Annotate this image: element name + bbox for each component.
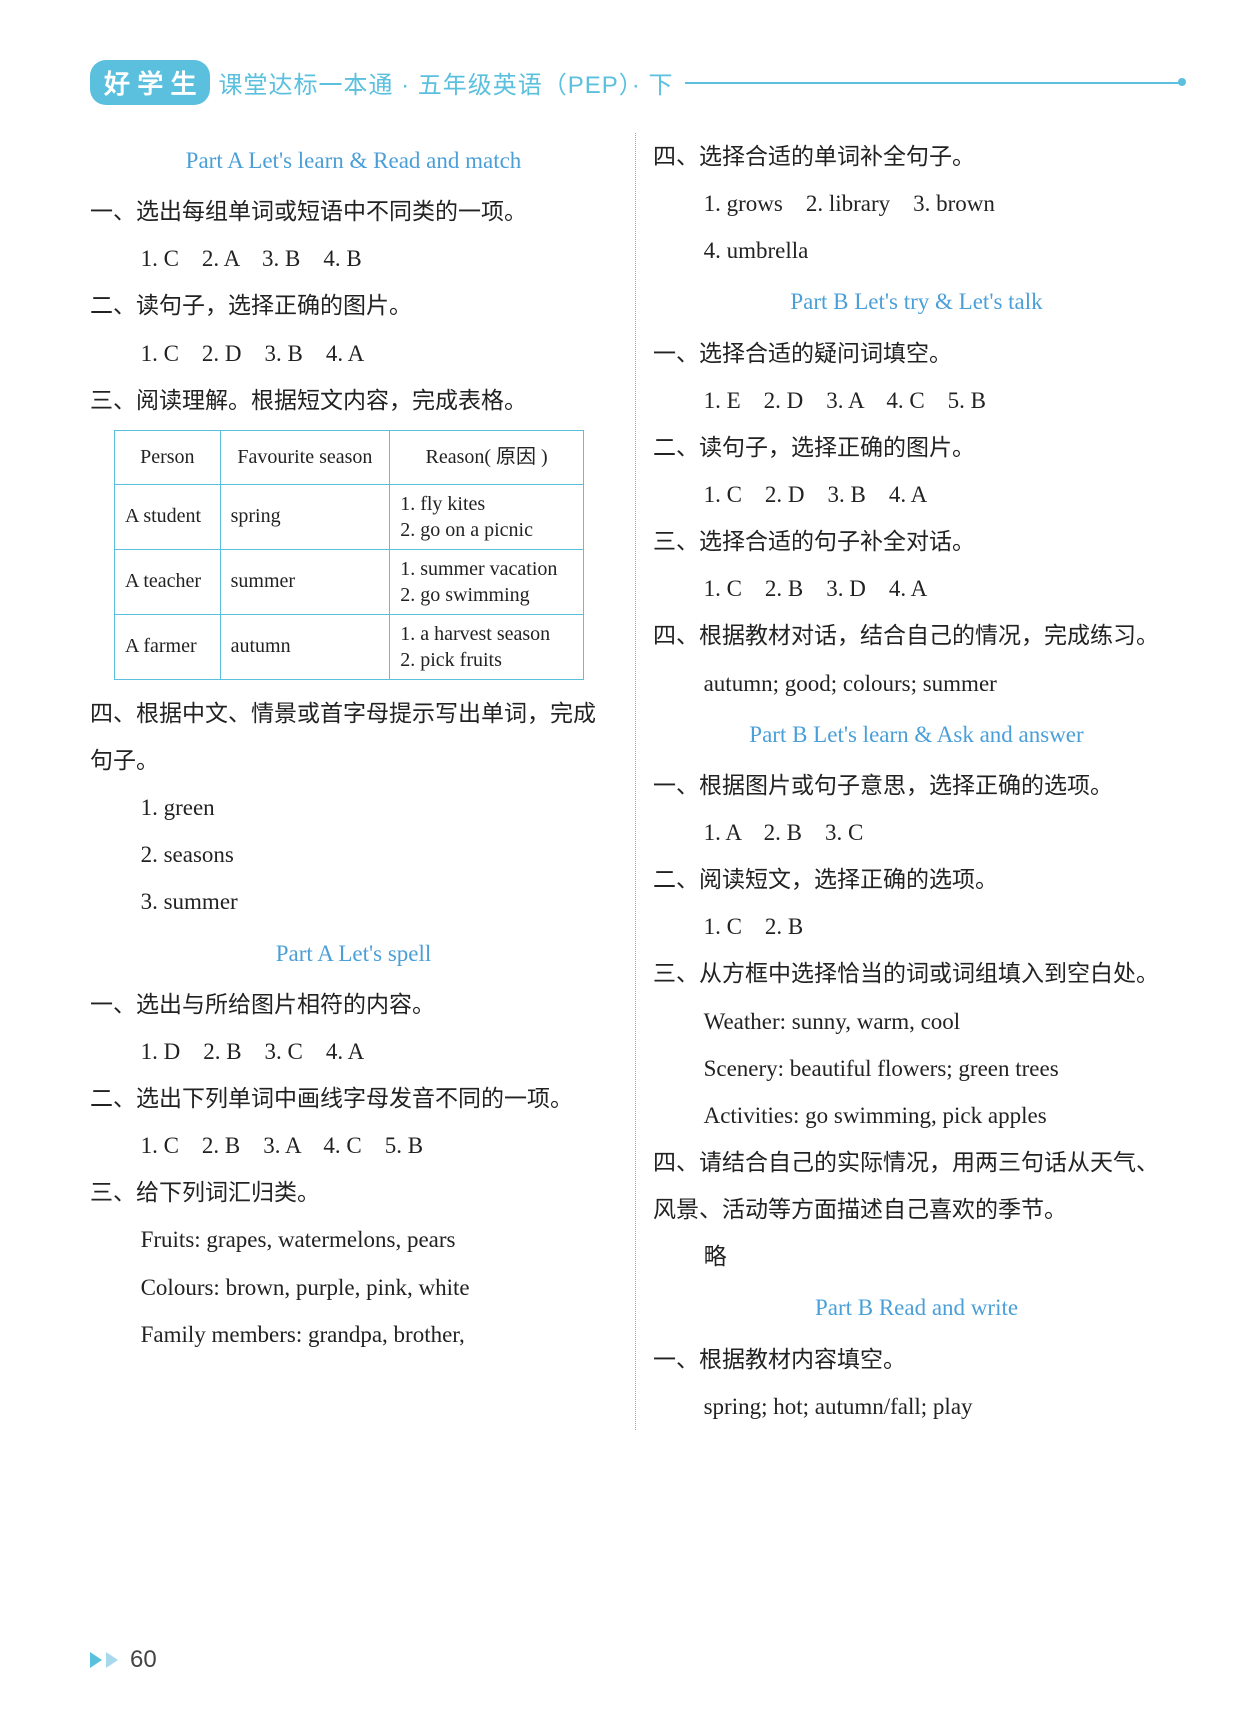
answer-text: Colours: brown, purple, pink, white [90,1264,617,1311]
question-text: 二、选出下列单词中画线字母发音不同的一项。 [90,1075,617,1122]
table-cell: 1. fly kites 2. go on a picnic [390,484,584,549]
answer-text: spring; hot; autumn/fall; play [653,1383,1180,1430]
question-text: 四、请结合自己的实际情况，用两三句话从天气、风景、活动等方面描述自己喜欢的季节。 [653,1139,1180,1233]
table-row: A farmer autumn 1. a harvest season 2. p… [115,614,584,679]
answer-text: Family members: grandpa, brother, [90,1311,617,1358]
question-text: 一、选择合适的疑问词填空。 [653,330,1180,377]
question-text: 三、阅读理解。根据短文内容，完成表格。 [90,377,617,424]
main-content: Part A Let's learn & Read and match 一、选出… [90,133,1180,1430]
right-column: 四、选择合适的单词补全句子。 1. grows 2. library 3. br… [635,133,1180,1430]
header-rule [685,82,1180,84]
question-text: 四、根据教材对话，结合自己的情况，完成练习。 [653,612,1180,659]
answer-text: 1. D 2. B 3. C 4. A [90,1028,617,1075]
brand-badge: 好 学 生 [90,60,210,105]
question-text: 四、选择合适的单词补全句子。 [653,133,1180,180]
question-text: 二、读句子，选择正确的图片。 [653,424,1180,471]
answer-text: 1. green [90,784,617,831]
question-text: 一、选出每组单词或短语中不同类的一项。 [90,188,617,235]
answer-text: 1. C 2. B 3. D 4. A [653,565,1180,612]
question-text: 三、选择合适的句子补全对话。 [653,518,1180,565]
answer-text: Scenery: beautiful flowers; green trees [653,1045,1180,1092]
table-header: Person [115,430,221,484]
question-text: 一、根据图片或句子意思，选择正确的选项。 [653,762,1180,809]
section-title: Part A Let's learn & Read and match [90,137,617,184]
section-title: Part B Read and write [653,1284,1180,1331]
answer-text: 3. summer [90,878,617,925]
table-header-text: Favourite season [237,444,372,470]
table-header: Favourite season [220,430,390,484]
question-text: 四、根据中文、情景或首字母提示写出单词，完成句子。 [90,690,617,784]
answer-text: 4. umbrella [653,227,1180,274]
table-cell: spring [220,484,390,549]
table-cell: autumn [220,614,390,679]
answer-text: 1. C 2. B [653,903,1180,950]
answer-text: Weather: sunny, warm, cool [653,998,1180,1045]
left-column: Part A Let's learn & Read and match 一、选出… [90,133,635,1430]
question-text: 三、从方框中选择恰当的词或词组填入到空白处。 [653,950,1180,997]
answer-text: 1. C 2. B 3. A 4. C 5. B [90,1122,617,1169]
answer-text: 1. grows 2. library 3. brown [653,180,1180,227]
page-header: 好 学 生 课堂达标一本通 · 五年级英语（PEP）· 下 [90,60,1180,105]
question-text: 一、根据教材内容填空。 [653,1336,1180,1383]
table-header: Reason( 原因 ) [390,430,584,484]
question-text: 三、给下列词汇归类。 [90,1169,617,1216]
question-text: 一、选出与所给图片相符的内容。 [90,981,617,1028]
answer-text: Activities: go swimming, pick apples [653,1092,1180,1139]
table-row: A teacher summer 1. summer vacation 2. g… [115,549,584,614]
triangle-icon [106,1652,118,1668]
table-cell: A student [115,484,221,549]
page-footer: 60 [90,1646,157,1674]
column-divider [635,133,636,1430]
triangle-icon [90,1652,102,1668]
table-cell: 1. summer vacation 2. go swimming [390,549,584,614]
answer-text: 1. E 2. D 3. A 4. C 5. B [653,377,1180,424]
question-text: 二、读句子，选择正确的图片。 [90,282,617,329]
answer-text: 1. A 2. B 3. C [653,809,1180,856]
section-title: Part A Let's spell [90,930,617,977]
answer-text: 略 [653,1233,1180,1280]
section-title: Part B Let's learn & Ask and answer [653,711,1180,758]
table-cell: 1. a harvest season 2. pick fruits [390,614,584,679]
table-row: A student spring 1. fly kites 2. go on a… [115,484,584,549]
answer-text: 1. C 2. D 3. B 4. A [653,471,1180,518]
answer-text: Fruits: grapes, watermelons, pears [90,1216,617,1263]
answer-text: autumn; good; colours; summer [653,660,1180,707]
table-cell: A farmer [115,614,221,679]
book-title: 课堂达标一本通 · 五年级英语（PEP）· 下 [218,65,673,100]
reading-table: Person Favourite season Reason( 原因 ) A s… [114,430,584,680]
page-number: 60 [130,1646,157,1674]
table-cell: A teacher [115,549,221,614]
question-text: 二、阅读短文，选择正确的选项。 [653,856,1180,903]
answer-text: 2. seasons [90,831,617,878]
section-title: Part B Let's try & Let's talk [653,278,1180,325]
answer-text: 1. C 2. D 3. B 4. A [90,330,617,377]
answer-text: 1. C 2. A 3. B 4. B [90,235,617,282]
table-cell: summer [220,549,390,614]
